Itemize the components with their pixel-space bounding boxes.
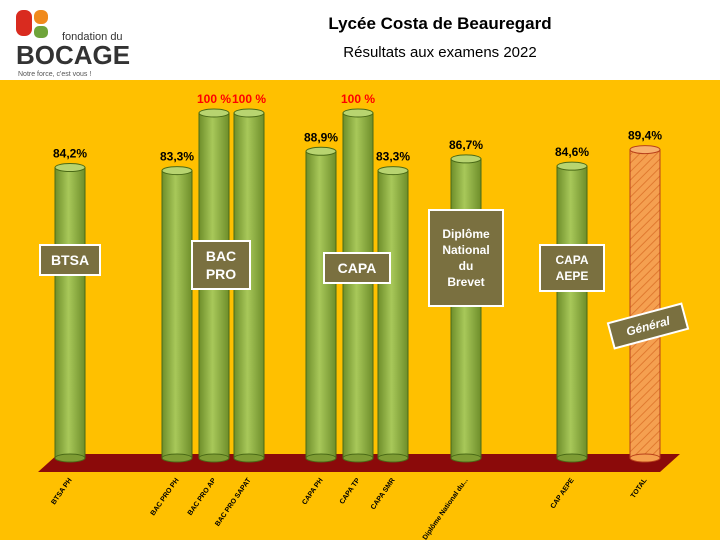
bar-body	[305, 150, 337, 459]
bar-body	[342, 112, 374, 459]
header: fondation du BOCAGE Notre force, c'est v…	[0, 0, 720, 80]
bar-top	[377, 166, 409, 176]
bar-body	[556, 165, 588, 459]
bar-1	[54, 163, 86, 463]
bar-base	[305, 453, 337, 463]
logo-leaf-red	[16, 10, 32, 36]
logo-leaf-green	[34, 26, 48, 38]
bar-base	[377, 453, 409, 463]
group-label-box	[323, 252, 391, 284]
group-label-text: CAPA AEPE	[555, 253, 588, 283]
bar-top	[342, 108, 374, 118]
bar-body	[629, 149, 661, 459]
bar-6	[342, 108, 374, 463]
bar-top	[233, 108, 265, 118]
bar-top	[161, 166, 193, 176]
bar-top	[629, 145, 661, 155]
bar-base	[54, 453, 86, 463]
group-labels-layer: BTSA BAC PRO CAPA Diplôme National du Brevet CAP…	[39, 209, 690, 350]
group-label-2: BAC PRO	[191, 240, 251, 290]
logo-big-text: BOCAGE	[16, 40, 130, 70]
group-label-4: Diplôme National du Brevet	[428, 209, 504, 307]
bar-base	[556, 453, 588, 463]
bar-body	[450, 158, 482, 459]
value-label-6: 100 %	[341, 92, 375, 106]
group-label-3: CAPA	[323, 252, 391, 284]
group-label-box	[539, 244, 605, 292]
value-label-5: 88,9%	[304, 130, 338, 144]
value-label-4: 100 %	[232, 92, 266, 106]
value-label-8: 86,7%	[449, 138, 483, 152]
bar-top	[54, 163, 86, 173]
group-label-box	[428, 209, 504, 307]
logo-tagline: Notre force, c'est vous !	[18, 71, 91, 78]
value-label-2: 83,3%	[160, 150, 194, 164]
bar-base	[161, 453, 193, 463]
bar-10	[629, 145, 661, 463]
bar-5	[305, 146, 337, 463]
bar-base	[198, 453, 230, 463]
group-label-text: BTSA	[51, 252, 89, 268]
bar-body	[54, 167, 86, 459]
page-title: Lycée Costa de Beauregard	[328, 14, 552, 33]
group-label-5: CAPA AEPE	[539, 244, 605, 292]
group-label-text: Diplôme National du Brevet	[442, 227, 490, 289]
fondation-du-bocage-logo: fondation du BOCAGE Notre force, c'est v…	[16, 10, 130, 78]
group-label-6: Général	[606, 302, 690, 350]
value-label-1: 84,2%	[53, 147, 87, 161]
group-label-box	[191, 240, 251, 290]
bar-base	[629, 453, 661, 463]
group-label-box	[39, 244, 101, 276]
value-label-9: 84,6%	[555, 145, 589, 159]
bar-9	[556, 161, 588, 463]
bar-2	[161, 166, 193, 463]
bar-7	[377, 166, 409, 463]
bar-body	[377, 170, 409, 459]
bar-body	[161, 170, 193, 459]
logo-leaf-orange	[34, 10, 48, 24]
bar-8	[450, 154, 482, 463]
value-label-10: 89,4%	[628, 129, 662, 143]
value-labels-layer: 84,2% 83,3%100 % 100 %88,9%100 %83,3%86,7%…	[53, 92, 662, 164]
bar-top	[450, 154, 482, 164]
bar-top	[198, 108, 230, 118]
bar-base	[342, 453, 374, 463]
group-label-1: BTSA	[39, 244, 101, 276]
bar-top	[556, 161, 588, 171]
bar-top	[305, 146, 337, 156]
bar-base	[450, 453, 482, 463]
group-label-box	[606, 302, 690, 350]
chart-area: 84,2% 83,3%100 % 100 %88,9%100 %83,3%86,7%…	[0, 80, 720, 540]
logo-small-text: fondation du	[62, 31, 123, 43]
bar-base	[233, 453, 265, 463]
page-subtitle: Résultats aux examens 2022	[343, 44, 537, 61]
group-label-text: CAPA	[338, 260, 377, 276]
value-label-3: 100 %	[197, 92, 231, 106]
group-label-text: BAC PRO	[206, 248, 236, 282]
value-label-7: 83,3%	[376, 150, 410, 164]
